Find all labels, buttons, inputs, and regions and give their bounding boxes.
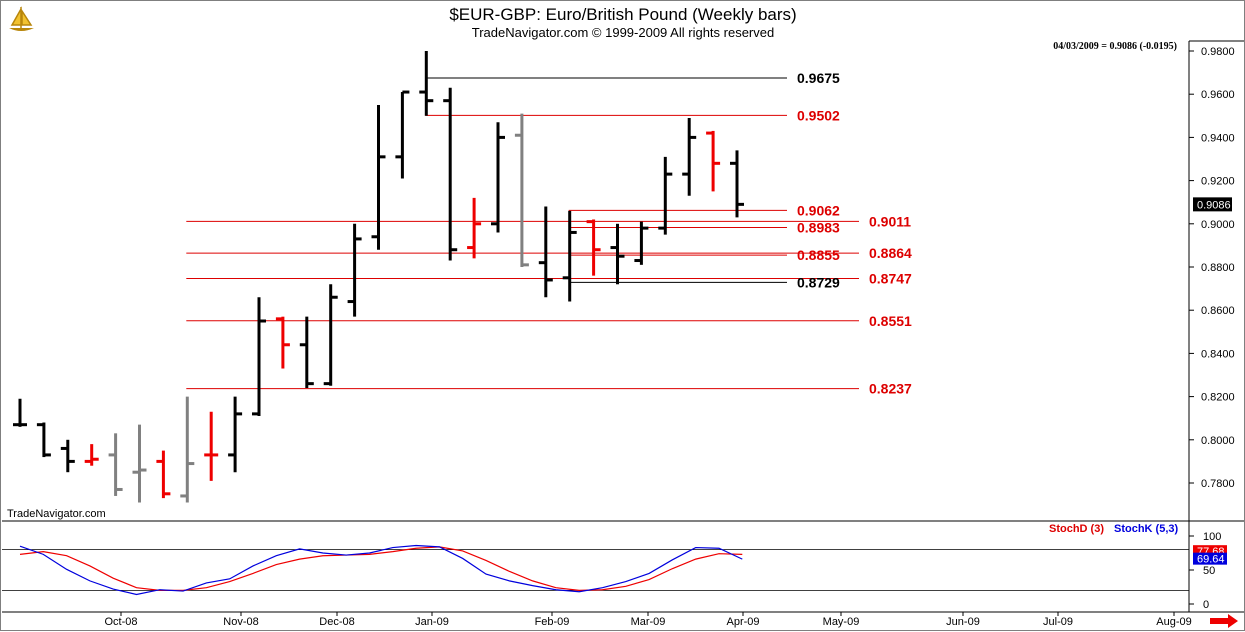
right-arrow-icon[interactable]	[1210, 614, 1238, 628]
ohlc-bar	[562, 210, 577, 302]
ohlc-bar	[730, 150, 744, 218]
ohlc-bar	[252, 297, 266, 417]
price-tick-label: 0.7800	[1201, 478, 1235, 490]
price-axis: 0.7800 0.8000 0.8200 0.8400 0.8600 0.8800 0.90…	[1189, 46, 1235, 490]
date-tick-label: Oct-08	[104, 616, 137, 628]
ohlc-bar	[132, 424, 147, 503]
level-label: 0.9011	[869, 213, 911, 229]
ohlc-bars	[13, 51, 744, 503]
ohlc-bar	[347, 223, 362, 317]
level-label: 0.8729	[797, 274, 840, 290]
date-tick-label: May-09	[823, 616, 860, 628]
watermark-text: TradeNavigator.com	[7, 508, 106, 520]
level-label: 0.8855	[797, 247, 840, 263]
ohlc-bar	[36, 422, 51, 458]
price-panel	[2, 40, 1244, 522]
date-tick-label: Dec-08	[319, 616, 354, 628]
ohlc-bar	[419, 51, 434, 116]
stochd-line	[19, 546, 743, 592]
price-tick-label: 0.8200	[1201, 392, 1235, 404]
stoch-last-label: 69.64	[1197, 554, 1225, 566]
date-axis: Oct-08 Nov-08 Dec-08 Jan-09 Feb-09 Mar-09 Apr-…	[104, 612, 1192, 628]
date-tick-label: Jan-09	[415, 616, 449, 628]
ohlc-bar	[275, 316, 290, 369]
ohlc-bar	[204, 411, 219, 481]
date-tick-label: Jul-09	[1043, 616, 1073, 628]
stochk-line	[19, 544, 743, 596]
date-tick-label: Jun-09	[946, 616, 980, 628]
ohlc-bar	[156, 450, 171, 499]
ohlc-bar	[371, 105, 386, 250]
stoch-tick-label: 100	[1203, 531, 1221, 543]
price-tick-label: 0.8800	[1201, 262, 1235, 274]
level-label: 0.9062	[797, 202, 840, 218]
price-tick-label: 0.8400	[1201, 348, 1235, 360]
level-label: 0.8551	[869, 313, 912, 329]
ohlc-bar	[323, 284, 338, 386]
level-label: 0.8983	[797, 219, 840, 235]
level-label: 0.9502	[797, 107, 840, 123]
ohlc-bar	[586, 219, 601, 276]
ohlc-bar	[658, 156, 673, 235]
stoch-last-box	[1193, 552, 1227, 565]
sailboat-logo-icon	[9, 4, 35, 34]
ohlc-bar	[514, 113, 529, 267]
price-tick-label: 0.9600	[1201, 89, 1235, 101]
stochk-legend: StochK (5,3)	[1114, 523, 1179, 535]
ohlc-bar	[682, 117, 697, 196]
ohlc-bar	[443, 87, 458, 261]
ohlc-bar	[299, 316, 314, 388]
ohlc-bar	[706, 130, 721, 192]
ohlc-bar	[228, 396, 243, 473]
copyright-text: TradeNavigator.com © 1999-2009 All right…	[472, 25, 774, 40]
ohlc-bar	[84, 444, 99, 466]
ohlc-bar	[13, 398, 27, 427]
ohlc-bar	[467, 197, 482, 259]
date-tick-label: Apr-09	[726, 616, 759, 628]
status-readout: 04/03/2009 = 0.9086 (-0.0195)	[1053, 41, 1177, 52]
stochd-legend: StochD (3)	[1049, 523, 1104, 535]
ohlc-bar	[538, 206, 553, 298]
price-tick-label: 0.8000	[1201, 435, 1235, 447]
ohlc-bar	[491, 122, 505, 233]
stoch-tick-label: 50	[1203, 565, 1215, 577]
date-tick-label: Nov-08	[223, 616, 258, 628]
date-tick-label: Aug-09	[1156, 616, 1191, 628]
date-tick-label: Feb-09	[535, 616, 570, 628]
price-tick-label: 0.9200	[1201, 176, 1235, 188]
level-label: 0.9675	[797, 70, 840, 86]
support-resistance-levels: 0.9675 0.9502 0.9062 0.9011 0.8983 0.8864 0.88…	[186, 70, 912, 397]
stoch-tick-label: 0	[1203, 599, 1209, 611]
ohlc-bar	[180, 396, 195, 503]
price-tick-label: 0.9800	[1201, 46, 1235, 58]
price-tick-label: 0.9000	[1201, 219, 1235, 231]
ohlc-bar	[395, 90, 410, 179]
date-tick-label: Mar-09	[631, 616, 666, 628]
level-label: 0.8237	[869, 381, 912, 397]
last-price-label: 0.9086	[1197, 199, 1231, 211]
level-label: 0.8864	[869, 245, 912, 261]
last-price-box	[1193, 197, 1232, 212]
ohlc-bar	[634, 221, 649, 265]
ohlc-bar	[60, 439, 75, 473]
ohlc-bar	[108, 433, 123, 496]
ohlc-bar	[610, 223, 625, 285]
price-tick-label: 0.9400	[1201, 132, 1235, 144]
level-label: 0.8747	[869, 270, 912, 286]
price-tick-label: 0.8600	[1201, 305, 1235, 317]
chart-title: $EUR-GBP: Euro/British Pound (Weekly bar…	[449, 5, 796, 24]
